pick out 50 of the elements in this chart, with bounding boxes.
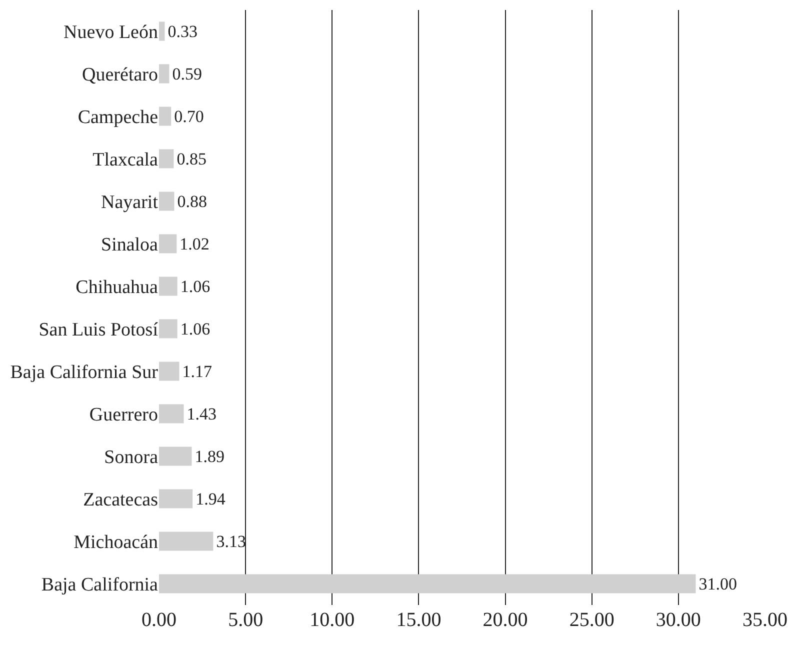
data-label: 0.85 xyxy=(176,149,206,168)
x-tick-label: 0.00 xyxy=(142,609,176,631)
y-tick-label: Baja California xyxy=(41,574,159,596)
bar xyxy=(159,446,192,466)
data-label: 1.06 xyxy=(180,276,210,296)
data-label: 1.89 xyxy=(194,446,224,466)
y-tick-label: Guerrero xyxy=(89,404,158,426)
y-tick-label: Sinaloa xyxy=(101,234,159,256)
y-tick-label: Zacatecas xyxy=(83,489,158,510)
data-label: 1.43 xyxy=(186,404,217,424)
bar xyxy=(159,574,696,594)
y-tick-label: Michoacán xyxy=(74,532,158,553)
data-label: 0.59 xyxy=(172,64,202,84)
y-tick-label: San Luis Potosí xyxy=(38,319,159,340)
x-tick-label: 15.00 xyxy=(396,609,442,631)
y-tick-label: Baja California Sur xyxy=(10,362,159,383)
bar xyxy=(159,319,178,338)
x-tick-label: 25.00 xyxy=(569,609,614,631)
data-label: 1.17 xyxy=(182,362,213,381)
data-label: 31.00 xyxy=(698,574,737,594)
x-tick-label: 20.00 xyxy=(482,609,528,631)
data-label: 0.33 xyxy=(168,22,198,41)
data-label: 0.88 xyxy=(177,192,207,211)
bar xyxy=(159,22,165,41)
y-tick-label: Campeche xyxy=(78,106,158,128)
y-tick-label: Nuevo León xyxy=(64,22,158,43)
y-tick-label: Querétaro xyxy=(82,64,158,86)
y-tick-label: Sonora xyxy=(104,446,159,468)
bar xyxy=(159,362,180,381)
data-label: 1.06 xyxy=(180,319,210,338)
y-tick-label: Nayarit xyxy=(101,192,159,213)
y-tick-label: Chihuahua xyxy=(76,276,159,298)
bar xyxy=(159,404,184,424)
bar xyxy=(159,532,214,551)
bar xyxy=(159,489,193,508)
x-tick-label: 30.00 xyxy=(656,609,701,631)
x-tick-label: 35.00 xyxy=(742,609,788,631)
x-tick-label: 10.00 xyxy=(310,609,355,631)
bar xyxy=(159,149,174,168)
bar xyxy=(159,106,172,126)
bar xyxy=(159,192,174,211)
bar xyxy=(159,276,178,296)
bar xyxy=(159,64,170,84)
data-label: 1.02 xyxy=(180,234,210,254)
y-tick-label: Tlaxcala xyxy=(92,149,159,170)
data-label: 3.13 xyxy=(216,532,246,551)
data-label: 0.70 xyxy=(174,106,204,126)
bar xyxy=(159,234,177,254)
x-tick-label: 5.00 xyxy=(228,609,264,631)
data-label: 1.94 xyxy=(196,489,226,508)
